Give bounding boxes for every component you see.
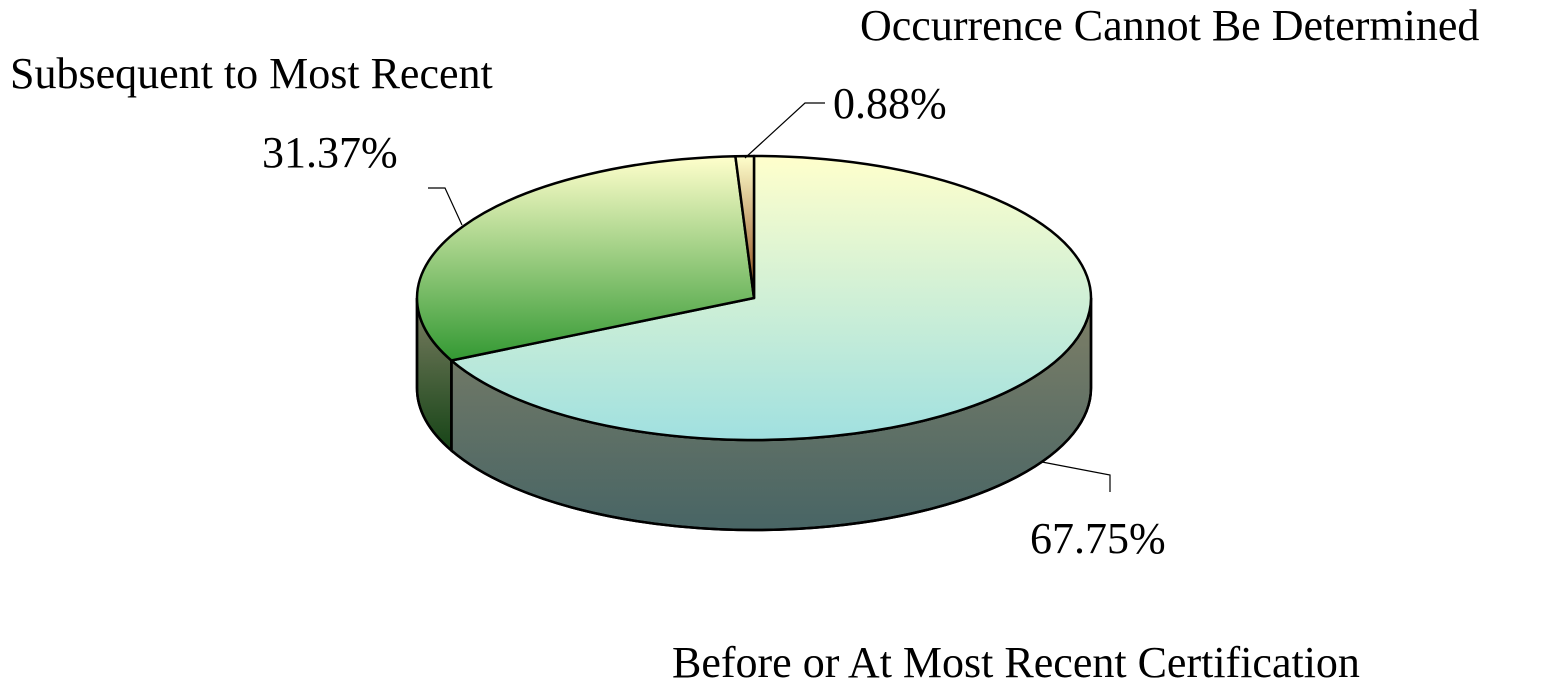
pie-slice xyxy=(734,154,756,300)
leader-line xyxy=(428,187,463,226)
category-label: Before or At Most Recent Certification xyxy=(672,638,1360,687)
value-label: 67.75% xyxy=(1030,514,1166,563)
pie-slice xyxy=(415,154,756,362)
leader-line xyxy=(1041,461,1111,492)
category-label: Occurrence Cannot Be Determined xyxy=(860,1,1479,50)
category-label: Subsequent to Most Recent xyxy=(10,49,493,98)
value-label: 31.37% xyxy=(262,128,398,177)
leader-line xyxy=(744,102,825,159)
value-label: 0.88% xyxy=(833,79,947,128)
pie-slice xyxy=(450,154,1093,442)
